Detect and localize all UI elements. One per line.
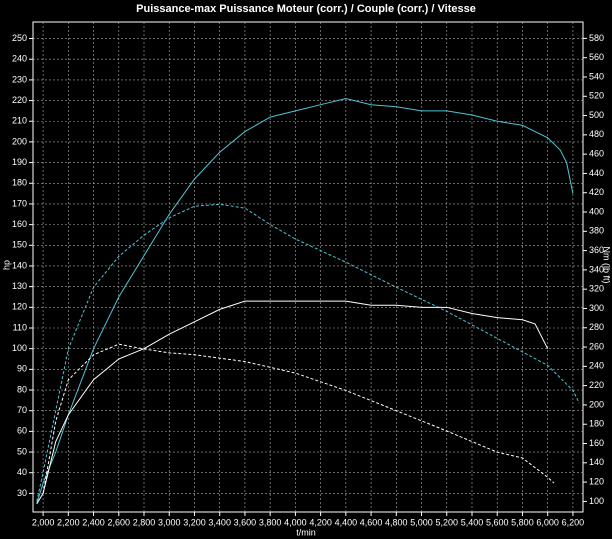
y2-tick-label: 180 — [589, 419, 604, 429]
y-tick-label: 70 — [17, 405, 27, 415]
x-tick-label: 2,000 — [32, 517, 55, 527]
x-tick-label: 5,400 — [461, 517, 484, 527]
y2-tick-label: 120 — [589, 476, 604, 486]
y2-tick-label: 520 — [589, 91, 604, 101]
series-line — [42, 343, 555, 494]
series-line — [36, 97, 574, 504]
y2-tick-label: 380 — [589, 226, 604, 236]
y-tick-label: 250 — [12, 33, 27, 43]
x-tick-label: 6,000 — [536, 517, 559, 527]
y2-tick-label: 540 — [589, 71, 604, 81]
plot-frame — [32, 21, 584, 513]
x-tick-label: 5,800 — [511, 517, 534, 527]
y-tick-label: 30 — [17, 488, 27, 498]
y2-tick-label: 140 — [589, 457, 604, 467]
y-axis-label: hp — [1, 260, 11, 270]
x-tick-label: 3,800 — [259, 517, 282, 527]
x-tick-label: 2,200 — [57, 517, 80, 527]
x-tick-label: 2,400 — [82, 517, 105, 527]
y-tick-label: 230 — [12, 74, 27, 84]
y-tick-label: 40 — [17, 467, 27, 477]
x-tick-label: 4,400 — [335, 517, 358, 527]
x-tick-label: 4,200 — [309, 517, 332, 527]
y2-tick-label: 300 — [589, 303, 604, 313]
x-tick-label: 2,800 — [133, 517, 156, 527]
y2-tick-label: 500 — [589, 110, 604, 120]
x-tick-label: 3,400 — [208, 517, 231, 527]
y-tick-label: 220 — [12, 95, 27, 105]
y2-tick-label: 460 — [589, 149, 604, 159]
y2-tick-label: 320 — [589, 284, 604, 294]
y-tick-label: 240 — [12, 54, 27, 64]
x-tick-label: 5,200 — [435, 517, 458, 527]
x-tick-label: 3,200 — [183, 517, 206, 527]
y-tick-label: 60 — [17, 426, 27, 436]
x-tick-label: 2,600 — [108, 517, 131, 527]
x-tick-label: 4,800 — [385, 517, 408, 527]
y-tick-label: 160 — [12, 219, 27, 229]
series-line — [36, 300, 549, 504]
y-tick-label: 140 — [12, 260, 27, 270]
y-tick-label: 210 — [12, 116, 27, 126]
y2-tick-label: 260 — [589, 341, 604, 351]
series-line — [36, 203, 580, 502]
y2-tick-label: 480 — [589, 129, 604, 139]
y2-tick-label: 200 — [589, 399, 604, 409]
x-tick-label: 5,600 — [486, 517, 509, 527]
x-tick-label: 6,200 — [562, 517, 585, 527]
y2-axis-label: Nm (lb ft) — [602, 247, 612, 284]
y-tick-label: 50 — [17, 446, 27, 456]
y2-tick-label: 240 — [589, 361, 604, 371]
y-tick-label: 120 — [12, 302, 27, 312]
y-tick-label: 170 — [12, 198, 27, 208]
x-tick-label: 3,600 — [234, 517, 257, 527]
y2-tick-label: 400 — [589, 206, 604, 216]
y2-tick-label: 440 — [589, 168, 604, 178]
y2-tick-label: 280 — [589, 322, 604, 332]
x-tick-label: 3,000 — [158, 517, 181, 527]
y-tick-label: 150 — [12, 240, 27, 250]
y2-tick-label: 580 — [589, 33, 604, 43]
y2-tick-label: 100 — [589, 496, 604, 506]
y2-tick-label: 340 — [589, 264, 604, 274]
y-tick-label: 100 — [12, 343, 27, 353]
x-tick-label: 5,000 — [410, 517, 433, 527]
x-axis-label: t/min — [296, 527, 316, 537]
y-tick-label: 90 — [17, 364, 27, 374]
y-tick-label: 190 — [12, 157, 27, 167]
y-tick-label: 180 — [12, 178, 27, 188]
y2-tick-label: 160 — [589, 438, 604, 448]
y-tick-label: 130 — [12, 281, 27, 291]
y-tick-label: 80 — [17, 384, 27, 394]
y2-tick-label: 560 — [589, 52, 604, 62]
y2-tick-label: 360 — [589, 245, 604, 255]
chart-title: Puissance-max Puissance Moteur (corr.) /… — [136, 3, 476, 15]
y-tick-label: 110 — [13, 322, 27, 332]
x-tick-label: 4,000 — [284, 517, 307, 527]
x-tick-label: 4,600 — [360, 517, 383, 527]
y2-tick-label: 220 — [589, 380, 604, 390]
y2-tick-label: 420 — [589, 187, 604, 197]
y-tick-label: 200 — [12, 136, 27, 146]
